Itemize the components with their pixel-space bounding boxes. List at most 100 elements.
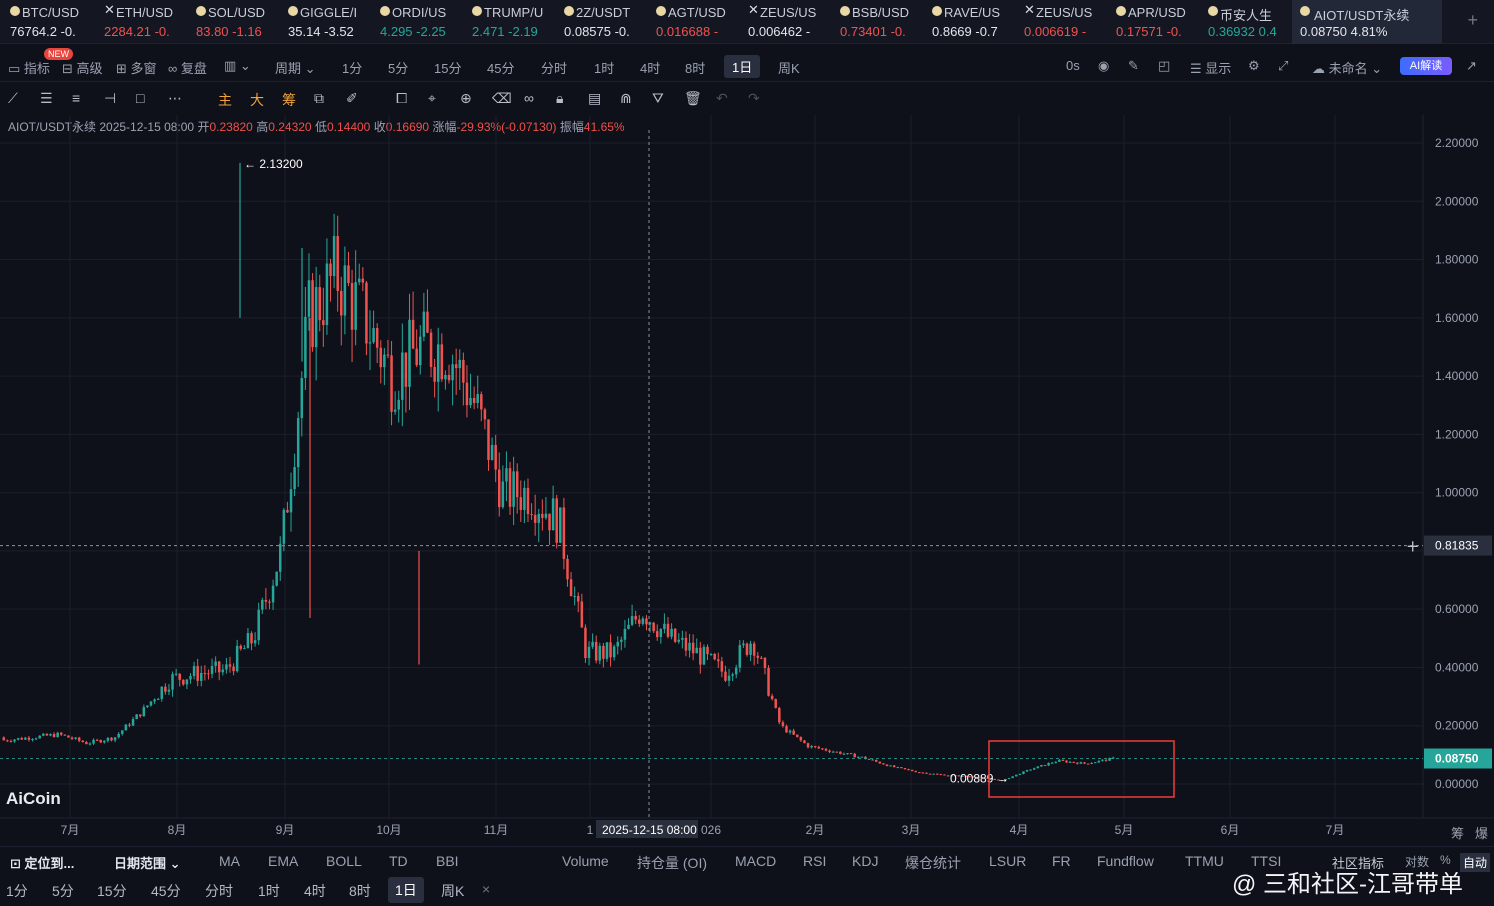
interval-0[interactable]: 1分: [342, 61, 363, 76]
indicators-button[interactable]: ▭ 指标: [8, 61, 50, 76]
interval-9[interactable]: 周K: [778, 61, 800, 76]
interval-8[interactable]: 1日: [724, 55, 761, 78]
main-indicator-boll[interactable]: BOLL: [326, 853, 362, 869]
big-order-toggle[interactable]: 大: [250, 92, 264, 108]
liquidation-corner[interactable]: 爆: [1475, 826, 1489, 841]
sub-indicator-6[interactable]: LSUR: [989, 853, 1027, 869]
fullscreen-icon[interactable]: ⤢: [1278, 58, 1289, 73]
sub-indicator-9[interactable]: TTMU: [1185, 853, 1224, 869]
chip-toggle[interactable]: 筹: [282, 92, 296, 108]
ticker-item[interactable]: ✕ ZEUS/US 0.006619 -: [1024, 0, 1116, 44]
hline-icon[interactable]: ⊣: [104, 90, 117, 106]
auto-toggle[interactable]: 自动: [1460, 853, 1491, 872]
log-toggle[interactable]: 对数: [1405, 855, 1430, 869]
interval-2[interactable]: 15分: [434, 61, 462, 76]
multi-window-button[interactable]: ⊞ 多窗: [116, 61, 157, 76]
dots-icon[interactable]: ⋯: [168, 90, 182, 106]
layers-icon[interactable]: ▤: [588, 90, 602, 106]
ticker-item[interactable]: ORDI/US 4.295 -2.25: [380, 0, 472, 44]
brush-icon[interactable]: ✐: [346, 90, 358, 106]
main-chart-toggle[interactable]: 主: [218, 92, 232, 108]
ticker-item[interactable]: SOL/USD 83.80 -1.16: [196, 0, 288, 44]
bottom-interval-5[interactable]: 1时: [258, 883, 280, 899]
sub-indicator-7[interactable]: FR: [1052, 853, 1071, 869]
settings-icon[interactable]: ⚙: [1248, 58, 1260, 73]
ruler-icon[interactable]: ⌖: [428, 90, 436, 106]
layout-name-dropdown[interactable]: ☁ 未命名 ⌄: [1312, 61, 1383, 76]
bottom-interval-3[interactable]: 45分: [151, 883, 181, 899]
sub-indicator-1[interactable]: 持仓量 (OI): [637, 855, 707, 871]
ticker-item[interactable]: AIOT/USDT永续 0.08750 4.81%: [1292, 0, 1442, 44]
alert-icon[interactable]: ◰: [1158, 58, 1171, 73]
sub-indicator-5[interactable]: 爆仓统计: [905, 855, 961, 871]
bottom-interval-9[interactable]: 周K: [441, 883, 465, 899]
trash-icon[interactable]: 🗑︎: [684, 90, 702, 106]
share-icon[interactable]: ↗: [1466, 58, 1477, 73]
ticker-item[interactable]: AGT/USD 0.016688 -: [656, 0, 748, 44]
sub-indicator-10[interactable]: TTSI: [1251, 853, 1282, 869]
lock-icon[interactable]: 🔒︎: [556, 90, 564, 106]
ticker-item[interactable]: GIGGLE/I 35.14 -3.52: [288, 0, 380, 44]
sub-indicator-2[interactable]: MACD: [735, 853, 777, 869]
edit-icon[interactable]: ✎: [1128, 58, 1139, 73]
filter-icon[interactable]: ⛛: [652, 90, 664, 106]
main-indicator-td[interactable]: TD: [389, 853, 408, 869]
undo-icon[interactable]: ↶: [716, 90, 728, 106]
interval-4[interactable]: 分时: [541, 61, 568, 76]
close-interval-icon[interactable]: ×: [482, 881, 491, 897]
sub-indicator-3[interactable]: RSI: [803, 853, 827, 869]
link-icon[interactable]: ∞: [524, 90, 534, 106]
bottom-interval-7[interactable]: 8时: [349, 883, 371, 899]
camera-icon[interactable]: ◉: [1098, 58, 1110, 73]
display-button[interactable]: ☰ 显示: [1190, 61, 1232, 76]
sub-indicator-0[interactable]: Volume: [562, 853, 609, 869]
interval-5[interactable]: 1时: [594, 61, 615, 76]
interval-7[interactable]: 8时: [685, 61, 706, 76]
redo-icon[interactable]: ↷: [748, 90, 760, 106]
interval-1[interactable]: 5分: [388, 61, 409, 76]
magnet-icon[interactable]: ⋒: [620, 90, 632, 106]
locate-button[interactable]: ⊡ 定位到...: [10, 856, 75, 871]
main-indicator-ema[interactable]: EMA: [268, 853, 299, 869]
ticker-item[interactable]: BTC/USD 76764.2 -0.: [10, 0, 102, 44]
clone-icon[interactable]: ⧠: [396, 90, 408, 106]
ticker-item[interactable]: ✕ ZEUS/US 0.006462 -: [748, 0, 840, 44]
ticker-item[interactable]: APR/USD 0.17571 -0.: [1116, 0, 1208, 44]
eraser-icon[interactable]: ⌫: [492, 90, 512, 106]
community-indicators[interactable]: 社区指标: [1332, 856, 1385, 871]
horizontal-lines-icon[interactable]: ≡: [72, 90, 81, 106]
ticker-item[interactable]: 币安人生 0.36932 0.4: [1208, 0, 1300, 44]
ticker-item[interactable]: ✕ ETH/USD 2284.21 -0.: [104, 0, 196, 44]
rectangle-icon[interactable]: □: [136, 90, 145, 106]
copy-icon[interactable]: ⧉: [314, 90, 324, 106]
sub-indicator-4[interactable]: KDJ: [852, 853, 879, 869]
sub-indicator-8[interactable]: Fundflow: [1097, 853, 1154, 869]
ticker-item[interactable]: RAVE/US 0.8669 -0.7: [932, 0, 1024, 44]
ticker-item[interactable]: 2Z/USDT 0.08575 -0.: [564, 0, 656, 44]
replay-button[interactable]: ∞ 复盘: [168, 61, 207, 76]
bottom-interval-6[interactable]: 4时: [304, 883, 326, 899]
interval-6[interactable]: 4时: [640, 61, 661, 76]
main-indicator-ma[interactable]: MA: [219, 853, 240, 869]
candlestick-chart[interactable]: 2.20000 2.00000 1.80000 1.60000 1.40000 1.200…: [0, 0, 1494, 846]
bottom-interval-8[interactable]: 1日: [388, 877, 424, 903]
period-dropdown[interactable]: 周期 ⌄: [275, 61, 316, 76]
ticker-item[interactable]: TRUMP/U 2.471 -2.19: [472, 0, 564, 44]
bottom-interval-1[interactable]: 5分: [52, 883, 74, 899]
parallel-lines-icon[interactable]: ☰: [40, 90, 53, 106]
chart-type-icon[interactable]: ▥ ⌄: [224, 58, 251, 73]
percent-toggle[interactable]: %: [1440, 853, 1451, 867]
add-ticker-icon[interactable]: +: [1467, 10, 1478, 30]
bottom-interval-4[interactable]: 分时: [205, 883, 233, 899]
trendline-icon[interactable]: ⟋: [8, 90, 18, 106]
ticker-item[interactable]: BSB/USD 0.73401 -0.: [840, 0, 932, 44]
ai-interpret-button[interactable]: AI解读: [1400, 57, 1452, 75]
chip-corner[interactable]: 筹: [1451, 826, 1465, 841]
zoom-icon[interactable]: ⊕: [460, 90, 472, 106]
interval-3[interactable]: 45分: [487, 61, 515, 76]
advanced-button[interactable]: ⊟ 高级: [62, 61, 103, 76]
main-indicator-bbi[interactable]: BBI: [436, 853, 459, 869]
bottom-interval-0[interactable]: 1分: [6, 883, 28, 899]
bottom-interval-2[interactable]: 15分: [97, 883, 127, 899]
date-range-dropdown[interactable]: 日期范围 ⌄: [114, 856, 181, 871]
